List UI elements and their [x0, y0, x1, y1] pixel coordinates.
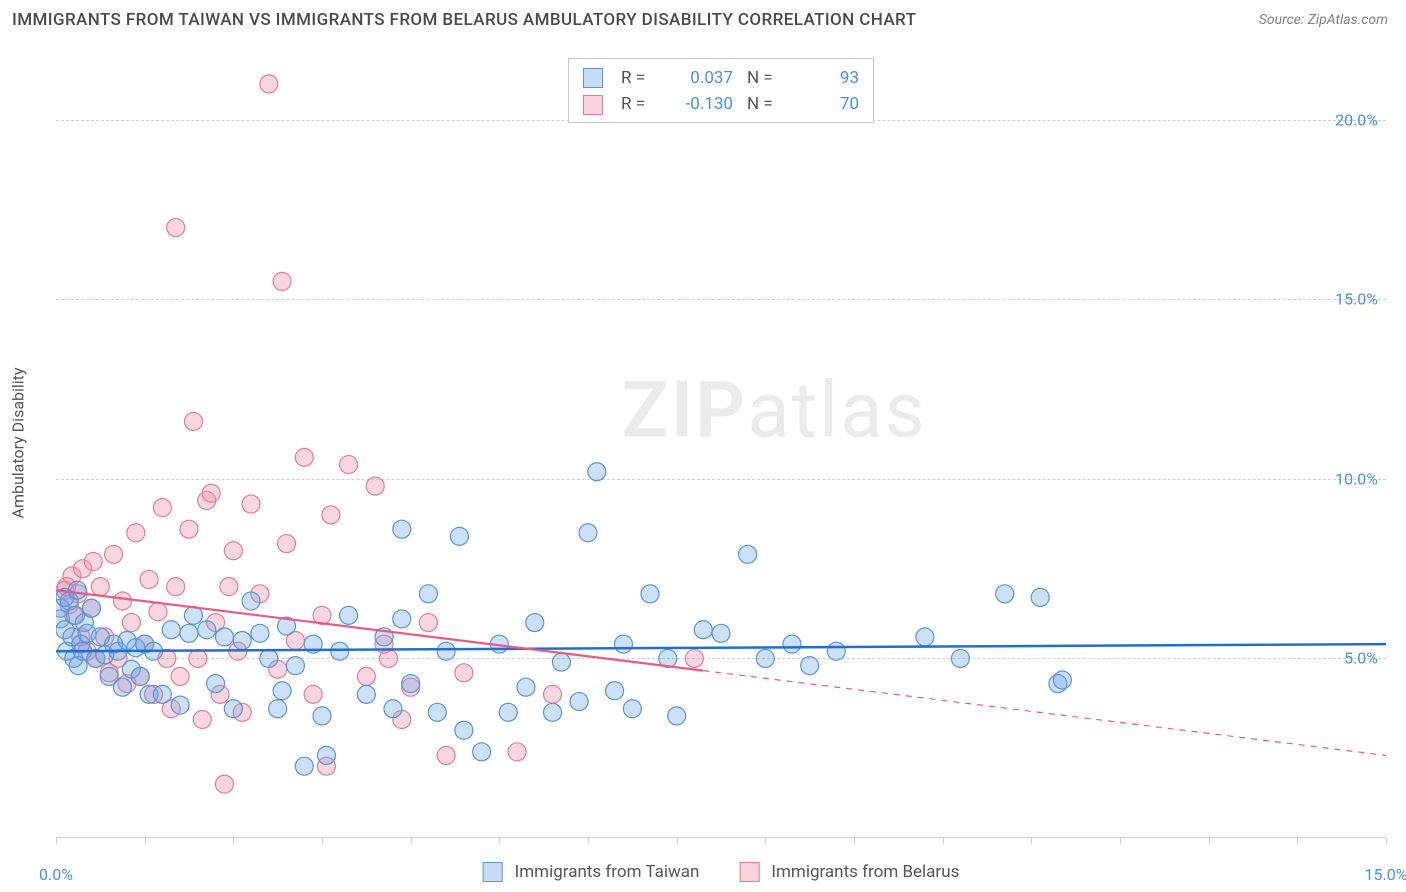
legend-series: Immigrants from Taiwan Immigrants from B…: [483, 862, 960, 882]
legend-row-taiwan: R = 0.037 N = 93: [583, 65, 859, 91]
legend-item-belarus: Immigrants from Belarus: [739, 862, 959, 882]
swatch-taiwan: [483, 862, 503, 882]
x-tick-label: 15.0%: [1365, 865, 1406, 884]
r-value-taiwan: 0.037: [669, 65, 733, 91]
n-label: N =: [747, 65, 781, 91]
scatter-plot: [56, 48, 1386, 838]
chart-area: Ambulatory Disability ZIPatlas 5.0%10.0%…: [56, 48, 1386, 838]
page-title: IMMIGRANTS FROM TAIWAN VS IMMIGRANTS FRO…: [12, 10, 916, 30]
n-value-belarus: 70: [795, 91, 859, 117]
source-attribution: Source: ZipAtlas.com: [1259, 12, 1388, 28]
r-label: R =: [621, 91, 655, 117]
n-label: N =: [747, 91, 781, 117]
n-value-taiwan: 93: [795, 65, 859, 91]
legend-label-taiwan: Immigrants from Taiwan: [515, 862, 700, 882]
y-axis-label: Ambulatory Disability: [9, 368, 28, 519]
legend-stats: R = 0.037 N = 93 R = -0.130 N = 70: [568, 58, 874, 123]
r-value-belarus: -0.130: [669, 91, 733, 117]
x-tick-label: 0.0%: [39, 865, 73, 884]
legend-row-belarus: R = -0.130 N = 70: [583, 91, 859, 117]
r-label: R =: [621, 65, 655, 91]
legend-label-belarus: Immigrants from Belarus: [771, 862, 959, 882]
x-axis: [56, 837, 1386, 838]
legend-item-taiwan: Immigrants from Taiwan: [483, 862, 700, 882]
swatch-belarus: [583, 95, 603, 115]
swatch-belarus: [739, 862, 759, 882]
swatch-taiwan: [583, 68, 603, 88]
